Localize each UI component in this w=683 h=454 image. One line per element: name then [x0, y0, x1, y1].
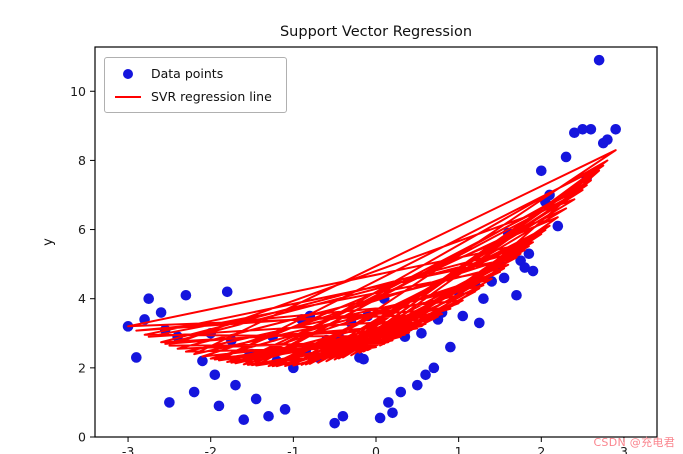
data-point [395, 386, 407, 398]
legend-label-data-points: Data points [151, 66, 224, 81]
x-tick-label: -3 [122, 444, 134, 454]
data-point [374, 412, 386, 424]
x-tick-label: 2 [537, 444, 545, 454]
svr-regression-line [127, 149, 617, 368]
x-tick-label: -1 [287, 444, 299, 454]
data-point [519, 262, 531, 273]
legend: Data points SVR regression line [104, 57, 287, 113]
data-point [552, 220, 564, 232]
data-point [197, 355, 208, 367]
data-point [535, 165, 547, 177]
legend-dot-marker-icon [123, 68, 133, 79]
data-point [337, 410, 349, 422]
data-point [263, 410, 274, 422]
data-point [593, 54, 605, 66]
data-point [279, 404, 291, 415]
data-point [602, 134, 613, 145]
x-tick-label: 3 [620, 444, 628, 454]
data-point [478, 293, 489, 305]
x-tick-label: -2 [204, 444, 216, 454]
y-tick-label: 4 [78, 291, 86, 306]
data-point [569, 127, 580, 139]
data-point [420, 369, 431, 381]
data-point [577, 123, 588, 135]
data-point [428, 362, 440, 374]
watermark: CSDN @充电君 [593, 436, 675, 449]
data-point [457, 310, 469, 322]
data-point [230, 379, 241, 391]
data-point [329, 417, 340, 429]
data-point [560, 151, 572, 163]
data-point [164, 397, 175, 408]
data-point [474, 317, 485, 329]
data-point [143, 293, 155, 305]
legend-line-marker-icon [115, 95, 141, 98]
data-point [383, 397, 394, 408]
data-point [610, 123, 621, 135]
legend-item-svr-line: SVR regression line [115, 89, 272, 104]
plot-border [94, 46, 658, 438]
data-point [358, 353, 369, 365]
data-point [209, 369, 221, 381]
y-axis-label: y [41, 238, 56, 246]
y-tick-label: 0 [78, 430, 86, 445]
data-point [155, 307, 167, 318]
data-point [416, 327, 427, 339]
data-point [585, 123, 597, 135]
data-point [445, 341, 456, 353]
y-tick-label: 6 [78, 222, 86, 237]
legend-label-svr-line: SVR regression line [151, 89, 272, 104]
x-tick-label: 0 [372, 444, 380, 454]
data-point [131, 352, 142, 363]
data-point [188, 386, 200, 398]
data-point [527, 265, 539, 277]
data-point [511, 289, 522, 301]
data-point [387, 407, 398, 419]
data-point [498, 272, 510, 284]
data-point [213, 400, 225, 412]
data-point [250, 393, 262, 405]
data-point [523, 248, 535, 260]
data-point [238, 414, 250, 426]
legend-item-data-points: Data points [115, 66, 272, 81]
x-tick-label: 1 [455, 444, 463, 454]
y-tick-label: 10 [70, 84, 86, 99]
data-point [221, 286, 233, 298]
y-tick-label: 8 [78, 153, 86, 168]
data-point [180, 289, 192, 301]
plot-title: Support Vector Regression [280, 24, 472, 40]
data-point [412, 379, 423, 391]
y-tick-label: 2 [78, 360, 86, 375]
